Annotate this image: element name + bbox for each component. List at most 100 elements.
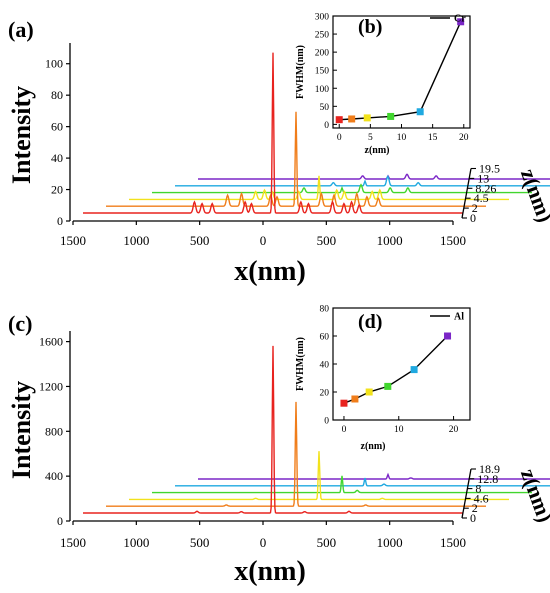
inset-y-tick-label: 100 (315, 85, 330, 95)
x-tick-label: 1000 (123, 535, 149, 550)
inset-x-axis-title: z(nm) (361, 441, 386, 452)
panel-label: (a) (8, 17, 34, 42)
inset-y-tick-label: 0 (324, 121, 329, 131)
x-tick-label: 1000 (377, 535, 403, 550)
inset-x-tick-label: 15 (428, 133, 438, 143)
y-tick-label: 20 (51, 183, 63, 197)
x-tick-label: 0 (260, 535, 267, 550)
y-tick-label: 1600 (39, 335, 63, 349)
inset-data-point (387, 112, 395, 120)
inset-frame (332, 15, 471, 129)
series-line-z-4.5 (129, 175, 509, 201)
series-line-z-18.9 (198, 472, 550, 480)
y-tick-label: 400 (45, 469, 63, 483)
y-tick-label: 100 (45, 57, 63, 71)
z-tick-label: 0 (470, 211, 476, 225)
inset-y-axis-title: FWHM(nm) (295, 337, 306, 391)
z-tick-label: 8.26 (475, 181, 496, 195)
z-tick-label: 4.6 (474, 491, 489, 505)
series-line-z-2 (106, 111, 486, 207)
z-tick-label: 2 (472, 501, 478, 515)
inset-panel-label: (d) (358, 311, 382, 333)
x-tick-label: 1000 (377, 233, 403, 248)
inset-x-tick-label: 5 (368, 133, 373, 143)
z-axis-line (461, 168, 472, 219)
z-tick-label: 12.8 (477, 472, 498, 486)
series-line-z-0 (83, 345, 463, 514)
x-tick-label: 1500 (60, 233, 86, 248)
legend-label: Cr (454, 14, 466, 25)
inset-x-tick-label: 10 (394, 425, 404, 435)
x-tick-label: 1500 (440, 233, 466, 248)
z-tick-label: 19.5 (479, 162, 500, 176)
z-tick-label: 2 (472, 201, 478, 215)
y-tick-label: 0 (57, 514, 63, 528)
series-line-z-4.6 (129, 451, 509, 501)
inset-y-axis-title: FWHM(nm) (295, 45, 306, 99)
panel-label: (c) (8, 311, 32, 336)
legend-label: Al (454, 312, 464, 323)
inset-data-point (410, 366, 418, 374)
inset-y-tick-label: 20 (320, 389, 330, 399)
inset-x-tick-label: 10 (397, 133, 407, 143)
x-tick-label: 500 (317, 535, 337, 550)
z-tick-label: 8 (475, 482, 481, 496)
x-tick-label: 1000 (123, 233, 149, 248)
y-tick-label: 40 (51, 151, 63, 165)
z-tick-label: 4.5 (474, 191, 489, 205)
inset-y-tick-label: 250 (315, 31, 330, 41)
inset-data-point (348, 115, 356, 123)
inset-x-tick-label: 0 (342, 425, 347, 435)
inset-panel-3: 0 20 40 60 80 0 10 20 Al (d) z(nm) FWHM(nm) (295, 305, 471, 452)
z-tick-label: 13 (477, 171, 489, 185)
inset-data-point (335, 116, 343, 124)
series-line-z-0 (83, 52, 463, 214)
z-tick-label: 0 (470, 511, 476, 525)
z-axis-line (461, 468, 472, 519)
series-line-z-8.26 (152, 183, 532, 194)
z-tick-label: 18.9 (479, 462, 500, 476)
x-tick-label: 500 (190, 233, 210, 248)
x-axis-title: x(nm) (234, 256, 306, 287)
x-tick-label: 0 (260, 233, 267, 248)
inset-y-tick-label: 40 (320, 361, 330, 371)
inset-data-point (351, 395, 359, 403)
y-tick-label: 800 (45, 424, 63, 438)
inset-x-axis-title: z(nm) (365, 145, 390, 156)
x-axis-title: x(nm) (234, 556, 306, 587)
inset-panel-label: (b) (358, 16, 382, 38)
y-axis-title: Intensity (7, 86, 36, 184)
inset-data-point (457, 18, 465, 26)
series-line-z-12.8 (175, 477, 550, 487)
inset-x-tick-label: 20 (449, 425, 459, 435)
z-axis-title: z(nm) (516, 165, 550, 225)
inset-y-tick-label: 50 (320, 103, 330, 113)
x-tick-label: 500 (190, 535, 210, 550)
inset-data-point (340, 399, 348, 407)
x-tick-label: 1500 (60, 535, 86, 550)
inset-data-point (363, 114, 371, 122)
inset-data-point (365, 388, 373, 396)
inset-y-tick-label: 300 (315, 13, 330, 23)
y-tick-label: 0 (57, 214, 63, 228)
inset-x-tick-label: 20 (459, 133, 469, 143)
inset-data-point (444, 332, 452, 340)
y-tick-label: 80 (51, 88, 63, 102)
x-tick-label: 500 (317, 233, 337, 248)
inset-y-tick-label: 0 (324, 417, 329, 427)
y-axis-title: Intensity (7, 381, 36, 479)
series-line-z-8 (152, 475, 532, 494)
inset-data-point (384, 382, 392, 390)
y-tick-label: 60 (51, 120, 63, 134)
x-tick-label: 1500 (440, 535, 466, 550)
inset-x-tick-label: 0 (337, 133, 342, 143)
series-line-z-2 (106, 401, 486, 507)
inset-y-tick-label: 60 (320, 333, 330, 343)
z-axis-title: z(nm) (516, 465, 550, 525)
inset-y-tick-label: 80 (320, 305, 330, 315)
inset-frame (332, 307, 471, 421)
inset-y-tick-label: 150 (315, 67, 330, 77)
inset-y-tick-label: 200 (315, 49, 330, 59)
series-line-z-13 (175, 174, 550, 187)
